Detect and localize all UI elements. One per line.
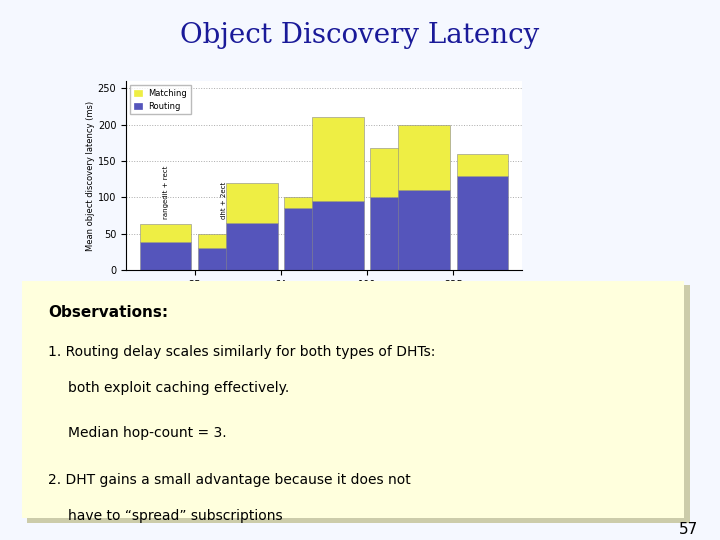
Text: rangedit + rect: rangedit + rect bbox=[163, 166, 168, 219]
Text: 57: 57 bbox=[679, 522, 698, 537]
Text: have to “spread” subscriptions: have to “spread” subscriptions bbox=[68, 509, 282, 523]
Text: dht + 2ect: dht + 2ect bbox=[221, 182, 227, 219]
Bar bbox=[398, 190, 450, 270]
Bar bbox=[226, 183, 277, 222]
Bar bbox=[456, 176, 508, 270]
Bar bbox=[456, 154, 508, 176]
Text: 2. DHT gains a small advantage because it does not: 2. DHT gains a small advantage because i… bbox=[48, 473, 411, 487]
Bar bbox=[198, 234, 250, 248]
Y-axis label: Mean object discovery latency (ms): Mean object discovery latency (ms) bbox=[86, 100, 95, 251]
FancyBboxPatch shape bbox=[7, 278, 710, 530]
Bar bbox=[284, 197, 336, 208]
Bar bbox=[198, 248, 250, 270]
X-axis label: Number of nodes: Number of nodes bbox=[279, 295, 369, 305]
FancyBboxPatch shape bbox=[5, 277, 699, 523]
Bar bbox=[312, 117, 364, 201]
Text: Observations:: Observations: bbox=[48, 305, 168, 320]
Text: both exploit caching effectively.: both exploit caching effectively. bbox=[68, 381, 289, 395]
Text: 1. Routing delay scales similarly for both types of DHTs:: 1. Routing delay scales similarly for bo… bbox=[48, 345, 436, 359]
Bar bbox=[284, 208, 336, 270]
Bar bbox=[371, 148, 422, 197]
Legend: Matching, Routing: Matching, Routing bbox=[130, 85, 191, 114]
Bar bbox=[226, 222, 277, 270]
Bar bbox=[140, 224, 192, 242]
Bar bbox=[398, 125, 450, 190]
Bar bbox=[140, 242, 192, 270]
Text: Median hop-count = 3.: Median hop-count = 3. bbox=[68, 426, 227, 440]
Bar bbox=[312, 201, 364, 270]
Bar bbox=[371, 197, 422, 270]
Text: Object Discovery Latency: Object Discovery Latency bbox=[181, 22, 539, 49]
